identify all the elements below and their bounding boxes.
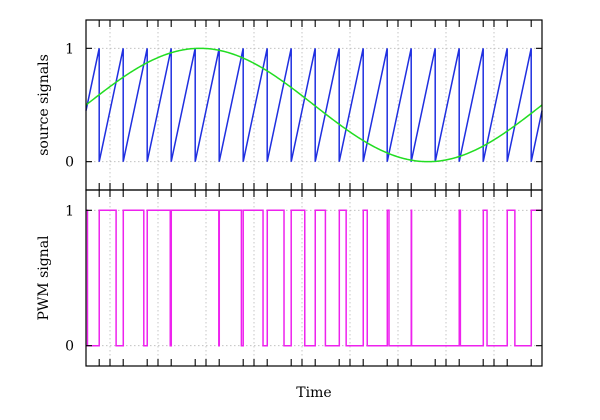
pwm-signal-panel: 0 1 PWM signal (36, 189, 543, 367)
source-signals-sine-line (85, 47, 543, 163)
pwm-signal-ylabel: PWM signal (36, 235, 52, 321)
source-signals-y-tick-label: 0 (65, 155, 74, 171)
pwm-signal-frame (85, 189, 543, 367)
source-signals-y-tick-label: 1 (65, 41, 74, 57)
pwm-signal-y-tick-label: 0 (65, 339, 74, 355)
time-xlabel: Time (296, 385, 331, 401)
source-signals-ylabel: source signals (36, 54, 52, 156)
pwm-signal-y-tick-label: 1 (65, 203, 74, 219)
source-signals-panel: 0 1 source signals (36, 19, 543, 191)
pwm-signal-pwm-line (86, 209, 542, 347)
